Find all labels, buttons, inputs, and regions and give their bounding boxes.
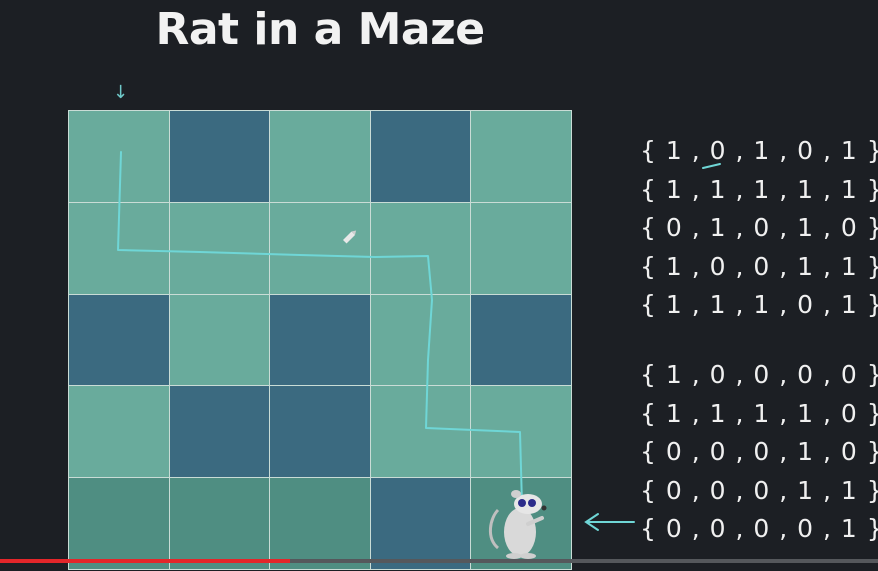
maze-cell	[169, 111, 270, 202]
input-matrix: { 1 , 0 , 1 , 0 , 1 } { 1 , 1 , 1 , 1 , 1…	[640, 132, 878, 325]
maze-cell	[370, 111, 471, 202]
video-progress-fill	[0, 559, 290, 563]
maze-cell	[270, 111, 370, 202]
matrix-row: { 0 , 1 , 0 , 1 , 0 }	[640, 213, 878, 242]
solution-matrix: { 1 , 0 , 0 , 0 , 0 } { 1 , 1 , 1 , 1 , 0…	[640, 356, 878, 549]
matrix-row: { 0 , 0 , 0 , 1 , 1 }	[640, 475, 878, 505]
maze-cell	[471, 111, 571, 202]
maze-cell	[370, 478, 471, 569]
maze-cell	[169, 386, 270, 478]
matrix-row: { 1 , 0 , 1 , 0 , 1 }	[640, 136, 878, 165]
maze-cell	[270, 386, 370, 478]
video-progress-bar[interactable]	[0, 559, 878, 563]
maze-cell	[169, 478, 270, 569]
maze-cell	[370, 386, 471, 478]
maze-cell	[270, 294, 370, 386]
page-title: Rat in a Maze	[155, 4, 485, 55]
matrix-row: { 1 , 1 , 1 , 0 , 1 }	[640, 290, 878, 319]
maze-cell	[471, 386, 571, 478]
maze-cell	[69, 294, 169, 386]
maze-cell	[69, 202, 169, 294]
maze-cell	[270, 202, 370, 294]
matrix-row: { 0 , 0 , 0 , 0 , 1 }	[640, 514, 878, 543]
matrix-row: { 0 , 0 , 0 , 1 , 0 }	[640, 437, 878, 466]
maze-cell	[69, 386, 169, 478]
matrix-row: { 1 , 1 , 1 , 1 , 1 }	[640, 174, 878, 204]
matrix-row: { 1 , 0 , 0 , 1 , 1 }	[640, 251, 878, 281]
maze-cell	[370, 294, 471, 386]
maze-cell	[471, 202, 571, 294]
rat-illustration	[489, 490, 547, 559]
maze-cell	[370, 202, 471, 294]
maze-cell	[169, 202, 270, 294]
entry-arrow-icon: ↓	[113, 82, 129, 103]
maze-cell	[169, 294, 270, 386]
maze-cell	[471, 294, 571, 386]
matrix-row: { 1 , 1 , 1 , 1 , 0 }	[640, 398, 878, 428]
matrix-row: { 1 , 0 , 0 , 0 , 0 }	[640, 360, 878, 389]
maze-cell	[270, 478, 370, 569]
maze-cell	[69, 111, 169, 202]
pointer-left-arrow-icon	[584, 513, 635, 531]
maze-cell	[69, 478, 169, 569]
